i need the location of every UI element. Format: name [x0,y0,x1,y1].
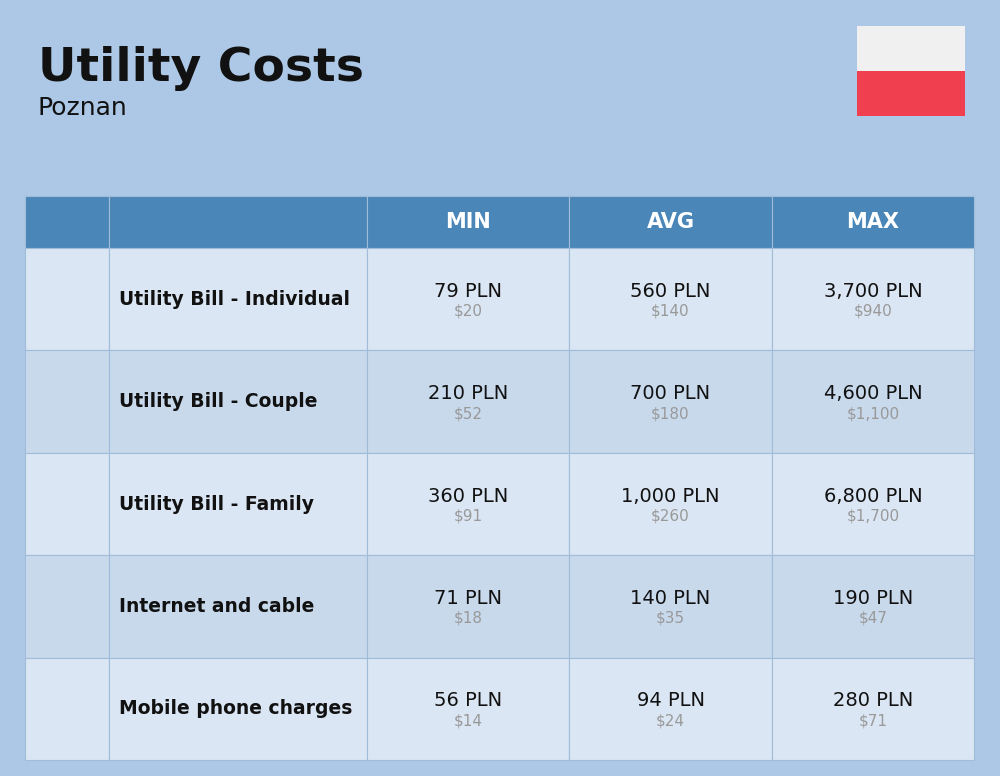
Bar [25,196,109,248]
Bar [109,555,367,657]
Bar [109,453,367,555]
Bar [25,657,109,760]
Text: $35: $35 [656,611,685,626]
Text: 190 PLN: 190 PLN [833,589,913,608]
Text: Mobile phone charges: Mobile phone charges [119,699,352,719]
Bar [25,555,109,657]
Text: 700 PLN: 700 PLN [630,384,711,403]
Text: 3,700 PLN: 3,700 PLN [824,282,922,300]
Text: $20: $20 [454,303,483,319]
Text: $940: $940 [854,303,892,319]
Text: Internet and cable: Internet and cable [119,597,314,616]
Bar [25,248,109,351]
Bar [569,196,772,248]
Text: AVG: AVG [647,212,695,232]
Text: Poznan: Poznan [38,96,128,120]
Text: MAX: MAX [846,212,899,232]
Bar [569,248,772,351]
Bar [772,351,974,453]
Text: $47: $47 [858,611,887,626]
Text: $180: $180 [651,406,690,421]
Text: 560 PLN: 560 PLN [630,282,711,300]
Bar [367,248,569,351]
Text: 140 PLN: 140 PLN [630,589,711,608]
Text: $140: $140 [651,303,690,319]
Bar [569,351,772,453]
Bar [569,657,772,760]
Text: 94 PLN: 94 PLN [637,691,705,710]
Text: $91: $91 [454,508,483,524]
Bar [569,555,772,657]
Bar [109,196,367,248]
Text: 79 PLN: 79 PLN [434,282,502,300]
Bar [857,71,965,116]
Text: $52: $52 [454,406,483,421]
Text: 360 PLN: 360 PLN [428,487,508,505]
Text: $18: $18 [454,611,483,626]
Bar [772,555,974,657]
Bar [109,248,367,351]
Bar [772,196,974,248]
Text: Utility Bill - Individual: Utility Bill - Individual [119,289,350,309]
Bar [109,351,367,453]
Text: 6,800 PLN: 6,800 PLN [824,487,922,505]
Text: $1,700: $1,700 [846,508,899,524]
Text: 280 PLN: 280 PLN [833,691,913,710]
Text: Utility Costs: Utility Costs [38,46,364,91]
Text: 56 PLN: 56 PLN [434,691,502,710]
Bar [857,26,965,71]
Bar [772,453,974,555]
Text: Utility Bill - Couple: Utility Bill - Couple [119,392,317,411]
Bar [25,453,109,555]
Bar [367,196,569,248]
Text: 1,000 PLN: 1,000 PLN [621,487,720,505]
Bar [772,248,974,351]
Text: $14: $14 [454,713,483,729]
Text: $71: $71 [858,713,887,729]
Text: $260: $260 [651,508,690,524]
Text: 71 PLN: 71 PLN [434,589,502,608]
Bar [367,453,569,555]
Text: MIN: MIN [445,212,491,232]
Bar [569,453,772,555]
Text: 210 PLN: 210 PLN [428,384,508,403]
Text: Utility Bill - Family: Utility Bill - Family [119,494,314,514]
Bar [772,657,974,760]
Text: 4,600 PLN: 4,600 PLN [824,384,922,403]
Text: $1,100: $1,100 [846,406,899,421]
Bar [367,351,569,453]
Bar [367,555,569,657]
Bar [109,657,367,760]
Bar [25,351,109,453]
Bar [367,657,569,760]
Text: $24: $24 [656,713,685,729]
